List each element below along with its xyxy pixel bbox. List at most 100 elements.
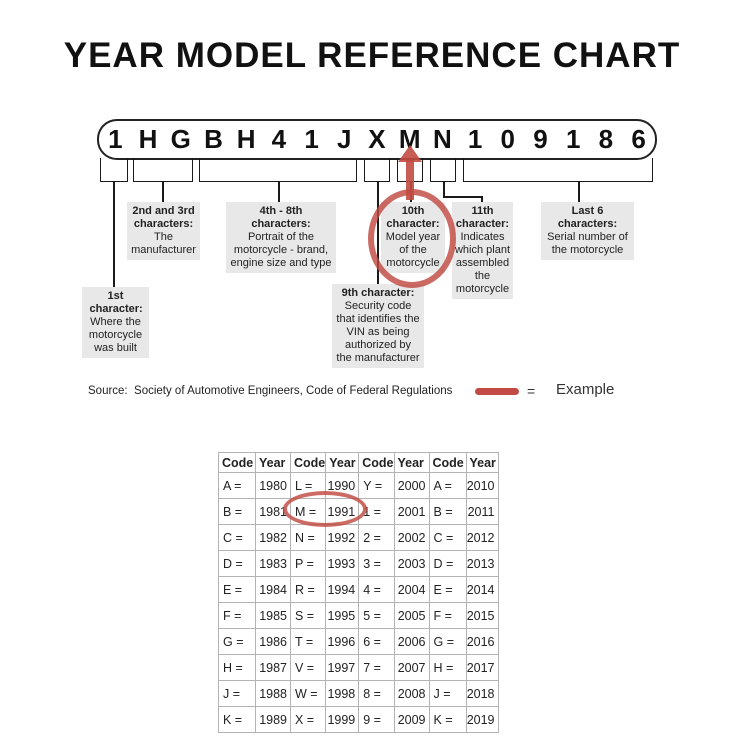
code-cell: B = — [218, 498, 256, 525]
vin-char: X — [368, 124, 386, 154]
code-cell: 2 = — [358, 524, 395, 551]
col-header: Code — [289, 452, 327, 473]
year-cell: 2016 — [465, 628, 499, 655]
vin-char: 1 — [565, 124, 581, 154]
table-row: C = 1982 N = 1992 2 = 2002 C = 2012 — [218, 524, 499, 551]
vin-char: 9 — [533, 124, 548, 154]
connector-char-11-elbow — [443, 196, 482, 198]
vin-char: B — [204, 124, 223, 154]
callout-heading: 9th character: — [341, 287, 415, 299]
year-code-table: Code Year Code Year Code Year Code Year … — [218, 452, 499, 733]
code-cell: 6 = — [358, 628, 395, 655]
table-row: J = 1988 W = 1998 8 = 2008 J = 2018 — [218, 680, 499, 707]
year-cell: 2012 — [465, 524, 499, 551]
code-cell: G = — [218, 628, 256, 655]
year-cell: 2017 — [465, 654, 499, 681]
example-line-swatch — [475, 388, 519, 395]
col-header: Year — [465, 452, 499, 473]
year-cell: 1993 — [325, 550, 360, 577]
vin-char: 1 — [108, 124, 123, 154]
callout-char-11: 11th character: Indicates which plant as… — [452, 202, 513, 299]
year-cell: 2008 — [393, 680, 430, 707]
code-cell: S = — [289, 602, 327, 629]
code-cell: H = — [218, 654, 256, 681]
vin-char: 8 — [598, 124, 614, 154]
year-cell: 1999 — [325, 706, 360, 733]
code-cell: F = — [428, 602, 467, 629]
vin-char: N — [432, 124, 452, 154]
year-cell: 1987 — [255, 654, 291, 681]
code-cell: 9 = — [358, 706, 395, 733]
year-cell: 2009 — [393, 706, 430, 733]
code-cell: K = — [218, 706, 256, 733]
year-cell: 2011 — [465, 498, 499, 525]
code-cell: Y = — [358, 472, 395, 499]
legend-equals: = — [527, 383, 536, 399]
col-header: Year — [393, 452, 430, 473]
table-row: E = 1984 R = 1994 4 = 2004 E = 2014 — [218, 576, 499, 603]
code-cell: K = — [428, 706, 467, 733]
year-cell: 1982 — [255, 524, 291, 551]
callout-chars-2-3: 2nd and 3rd characters: The manufacturer — [127, 202, 200, 260]
code-cell: J = — [428, 680, 467, 707]
table-row: F = 1985 S = 1995 5 = 2005 F = 2015 — [218, 602, 499, 629]
callout-heading: 4th - 8th characters: — [251, 205, 311, 230]
year-cell: 1985 — [255, 602, 291, 629]
vin-char: J — [337, 124, 352, 154]
bracket-char-9 — [364, 158, 390, 182]
example-circle-model-year — [368, 189, 456, 288]
code-cell: B = — [428, 498, 467, 525]
col-header: Code — [428, 452, 467, 473]
table-header-row: Code Year Code Year Code Year Code Year — [218, 452, 499, 473]
callout-body: Security code that identifies the VIN as… — [336, 300, 420, 364]
year-cell: 1996 — [325, 628, 360, 655]
year-cell: 2002 — [393, 524, 430, 551]
year-cell: 2005 — [393, 602, 430, 629]
code-cell: E = — [218, 576, 256, 603]
year-cell: 1983 — [255, 550, 291, 577]
year-cell: 2014 — [465, 576, 499, 603]
code-cell: R = — [289, 576, 327, 603]
vin-char: G — [170, 124, 191, 154]
legend-label: Example — [556, 381, 615, 398]
code-cell: 5 = — [358, 602, 395, 629]
code-cell: D = — [428, 550, 467, 577]
bracket-char-1 — [100, 158, 128, 182]
callout-body: Indicates which plant assembled the moto… — [454, 231, 511, 295]
page-title: YEAR MODEL REFERENCE CHART — [63, 36, 681, 75]
vin-char: 6 — [631, 124, 646, 154]
code-cell: V = — [289, 654, 327, 681]
bracket-chars-4-8 — [199, 158, 357, 182]
table-row: D = 1983 P = 1993 3 = 2003 D = 2013 — [218, 550, 499, 577]
connector-chars-4-8 — [278, 182, 280, 203]
code-cell: C = — [218, 524, 256, 551]
callout-body: Where the motorcycle was built — [88, 316, 143, 354]
year-cell: 2003 — [393, 550, 430, 577]
callout-last-6: Last 6 characters: Serial number of the … — [541, 202, 634, 260]
vin-char: 0 — [500, 124, 516, 154]
connector-chars-2-3 — [162, 182, 164, 203]
code-cell: T = — [289, 628, 327, 655]
code-cell: G = — [428, 628, 467, 655]
code-cell: F = — [218, 602, 256, 629]
bracket-last-6 — [463, 158, 653, 182]
table-row: K = 1989 X = 1999 9 = 2009 K = 2019 — [218, 706, 499, 733]
connector-last-6 — [578, 182, 580, 203]
year-cell: 2007 — [393, 654, 430, 681]
callout-body: Portrait of the motorcycle - brand, engi… — [230, 231, 332, 269]
vin-char: 1 — [467, 124, 483, 154]
table-row: A = 1980 L = 1990 Y = 2000 A = 2010 — [218, 472, 499, 499]
col-header: Year — [325, 452, 360, 473]
year-cell: 1994 — [325, 576, 360, 603]
year-cell: 2015 — [465, 602, 499, 629]
callout-heading: 2nd and 3rd characters: — [132, 205, 195, 230]
year-cell: 1986 — [255, 628, 291, 655]
callout-heading: 11th character: — [455, 205, 510, 230]
code-cell: A = — [218, 472, 256, 499]
callout-chars-4-8: 4th - 8th characters: Portrait of the mo… — [226, 202, 336, 273]
code-cell: X = — [289, 706, 327, 733]
vin-char: H — [138, 124, 158, 154]
code-cell: 7 = — [358, 654, 395, 681]
callout-heading: Last 6 characters: — [557, 205, 618, 230]
arrow-up-icon — [398, 145, 422, 162]
